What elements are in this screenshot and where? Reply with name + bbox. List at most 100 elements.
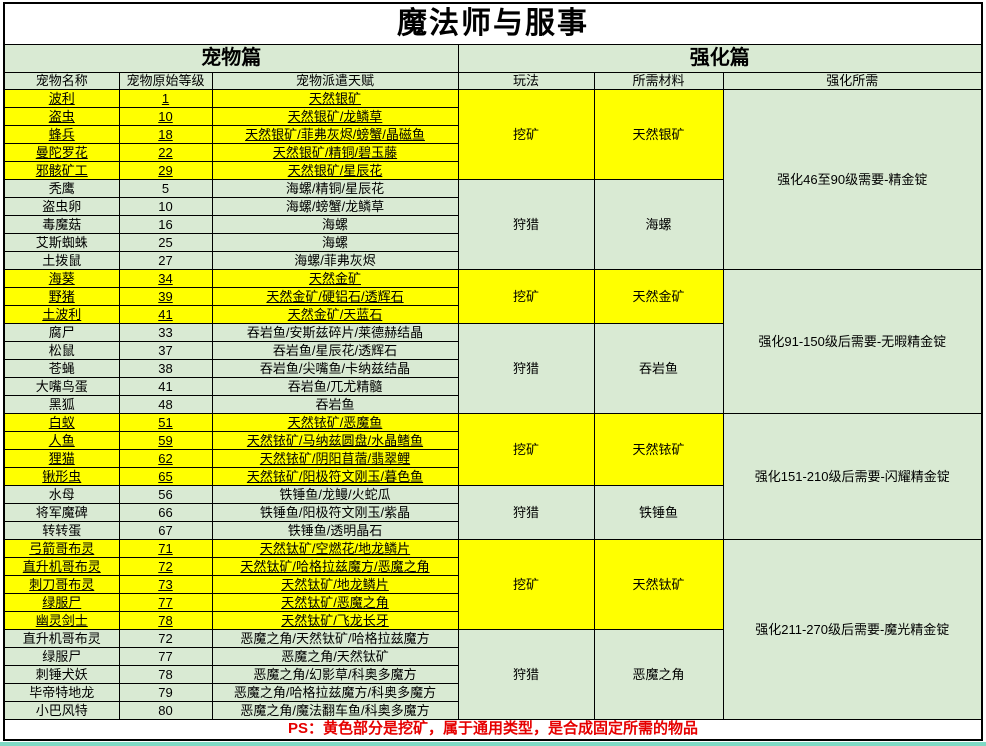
play-type-cell: 狩猎 [457, 179, 595, 271]
material-cell: 吞岩鱼 [593, 323, 724, 415]
play-type-cell: 狩猎 [457, 629, 595, 721]
pet-name-cell: 将军魔碑 [3, 503, 120, 523]
pet-talent-cell: 天然铱矿/马纳兹圆盘/水晶鳍鱼 [211, 431, 459, 451]
col-header-pet-level: 宠物原始等级 [118, 71, 213, 91]
pet-level-cell: 67 [118, 521, 213, 541]
pet-level-cell: 71 [118, 539, 213, 559]
pet-name-cell: 土波利 [3, 305, 120, 325]
page-title: 魔法师与服事 [3, 2, 983, 45]
play-type-cell: 挖矿 [457, 269, 595, 325]
pet-talent-cell: 恶魔之角/天然钛矿/哈格拉兹魔方 [211, 629, 459, 649]
table-row: 狸猫 62 天然铱矿/阴阳苜蓿/翡翠鲤 [3, 449, 982, 469]
pet-name-cell: 秃鹰 [3, 179, 120, 199]
play-type-cell: 狩猎 [457, 485, 595, 541]
footer-note: PS：黄色部分是挖矿，属于通用类型，是合成固定所需的物品 [3, 719, 983, 741]
pet-name-cell: 毒魔菇 [3, 215, 120, 235]
pet-level-cell: 48 [118, 395, 213, 415]
pet-talent-cell: 天然金矿/天蓝石 [211, 305, 459, 325]
pet-talent-cell: 铁锤鱼/阳极符文刚玉/紫晶 [211, 503, 459, 523]
pet-level-cell: 59 [118, 431, 213, 451]
pet-level-cell: 51 [118, 413, 213, 433]
table-row: 直升机哥布灵 72 恶魔之角/天然钛矿/哈格拉兹魔方 狩猎 恶魔之角 [3, 629, 982, 721]
pet-talent-cell: 天然金矿 [211, 269, 459, 289]
pet-name-cell: 弓箭哥布灵 [3, 539, 120, 559]
pet-talent-cell: 天然钛矿/恶魔之角 [211, 593, 459, 613]
pet-name-cell: 幽灵剑士 [3, 611, 120, 631]
enhance-requirement-cell: 强化211-270级后需要-魔光精金锭 [722, 539, 983, 721]
pet-level-cell: 37 [118, 341, 213, 361]
pet-talent-cell: 天然钛矿/地龙鳞片 [211, 575, 459, 595]
pet-name-cell: 直升机哥布灵 [3, 557, 120, 577]
pet-talent-cell: 天然金矿/硬铝石/透辉石 [211, 287, 459, 307]
pet-talent-cell: 恶魔之角/幻影草/科奥多魔方 [211, 665, 459, 685]
pet-name-cell: 人鱼 [3, 431, 120, 451]
pet-talent-cell: 海螺 [211, 215, 459, 235]
table-row: 毒魔菇 16 海螺 [3, 215, 982, 235]
pet-talent-cell: 吞岩鱼/星辰花/透辉石 [211, 341, 459, 361]
section-header-row: 宠物篇 强化篇 [3, 44, 983, 73]
table-row: 直升机哥布灵 72 天然钛矿/哈格拉兹魔方/恶魔之角 [3, 557, 982, 577]
table-row: 绿服尸 77 天然钛矿/恶魔之角 [3, 593, 982, 613]
col-header-material: 所需材料 [593, 71, 724, 91]
pet-rows-body: 波利 1 天然银矿 挖矿 天然银矿 强化46至90级需要-精金锭 盗虫 10 天然银矿/龙鳞草蜂… [3, 89, 983, 721]
pet-talent-cell: 吞岩鱼/安斯兹碎片/莱德赫结晶 [211, 323, 459, 343]
pet-level-cell: 72 [118, 557, 213, 577]
table-row: 秃鹰 5 海螺/精铜/星辰花 狩猎 海螺 [3, 179, 982, 271]
pet-level-cell: 16 [118, 215, 213, 235]
pet-level-cell: 66 [118, 503, 213, 523]
section-pets: 宠物篇 [3, 44, 459, 73]
column-header-row: 宠物名称 宠物原始等级 宠物派遣天赋 玩法 所需材料 强化所需 [3, 71, 983, 91]
pet-talent-cell: 海螺/菲弗灰烬 [211, 251, 459, 271]
col-header-enhance: 强化所需 [722, 71, 983, 91]
pet-talent-cell: 吞岩鱼 [211, 395, 459, 415]
pet-talent-cell: 海螺 [211, 233, 459, 253]
pet-talent-cell: 恶魔之角/魔法翻车鱼/科奥多魔方 [211, 701, 459, 721]
pet-level-cell: 72 [118, 629, 213, 649]
pet-talent-cell: 天然钛矿/空燃花/地龙鳞片 [211, 539, 459, 559]
pet-level-cell: 80 [118, 701, 213, 721]
pet-level-cell: 79 [118, 683, 213, 703]
pet-name-cell: 盗虫 [3, 107, 120, 127]
pet-name-cell: 艾斯蜘蛛 [3, 233, 120, 253]
table-row: 土波利 41 天然金矿/天蓝石 [3, 305, 982, 325]
pet-level-cell: 77 [118, 593, 213, 613]
enhance-requirement-cell: 强化46至90级需要-精金锭 [722, 89, 983, 271]
pet-name-cell: 松鼠 [3, 341, 120, 361]
pet-talent-cell: 天然银矿/星辰花 [211, 161, 459, 181]
pet-name-cell: 大嘴鸟蛋 [3, 377, 120, 397]
pet-talent-cell: 天然钛矿/飞龙长牙 [211, 611, 459, 631]
pet-guide-table: 魔法师与服事 宠物篇 强化篇 宠物名称 宠物原始等级 宠物派遣天赋 玩法 所需材… [3, 2, 984, 741]
pet-level-cell: 29 [118, 161, 213, 181]
table-row: 转转蛋 67 铁锤鱼/透明晶石 [3, 521, 982, 541]
pet-level-cell: 65 [118, 467, 213, 487]
table-row: 盗虫卵 10 海螺/螃蟹/龙鳞草 [3, 197, 982, 217]
pet-level-cell: 41 [118, 377, 213, 397]
table-row: 邪骸矿工 29 天然银矿/星辰花 [3, 161, 982, 181]
pet-name-cell: 黑狐 [3, 395, 120, 415]
pet-level-cell: 10 [118, 197, 213, 217]
pet-name-cell: 曼陀罗花 [3, 143, 120, 163]
pet-talent-cell: 海螺/精铜/星辰花 [211, 179, 459, 199]
pet-name-cell: 白蚁 [3, 413, 120, 433]
pet-talent-cell: 恶魔之角/天然钛矿 [211, 647, 459, 667]
pet-talent-cell: 天然银矿/菲弗灰烬/螃蟹/晶磁鱼 [211, 125, 459, 145]
pet-name-cell: 海葵 [3, 269, 120, 289]
pet-talent-cell: 吞岩鱼/尖嘴鱼/卡纳兹结晶 [211, 359, 459, 379]
enhance-requirement-cell: 强化91-150级后需要-无暇精金锭 [722, 269, 983, 415]
play-type-cell: 挖矿 [457, 89, 595, 181]
pet-level-cell: 22 [118, 143, 213, 163]
pet-level-cell: 56 [118, 485, 213, 505]
pet-level-cell: 78 [118, 665, 213, 685]
pet-level-cell: 41 [118, 305, 213, 325]
pet-talent-cell: 恶魔之角/哈格拉兹魔方/科奥多魔方 [211, 683, 459, 703]
pet-name-cell: 刺刀哥布灵 [3, 575, 120, 595]
pet-level-cell: 78 [118, 611, 213, 631]
material-cell: 天然金矿 [593, 269, 724, 325]
pet-name-cell: 苍蝇 [3, 359, 120, 379]
table-row: 艾斯蜘蛛 25 海螺 [3, 233, 982, 253]
table-row: 将军魔碑 66 铁锤鱼/阳极符文刚玉/紫晶 [3, 503, 982, 523]
pet-talent-cell: 吞岩鱼/兀尤精髓 [211, 377, 459, 397]
pet-talent-cell: 天然银矿/龙鳞草 [211, 107, 459, 127]
pet-name-cell: 刺锤犬妖 [3, 665, 120, 685]
table-row: 松鼠 37 吞岩鱼/星辰花/透辉石 [3, 341, 982, 361]
